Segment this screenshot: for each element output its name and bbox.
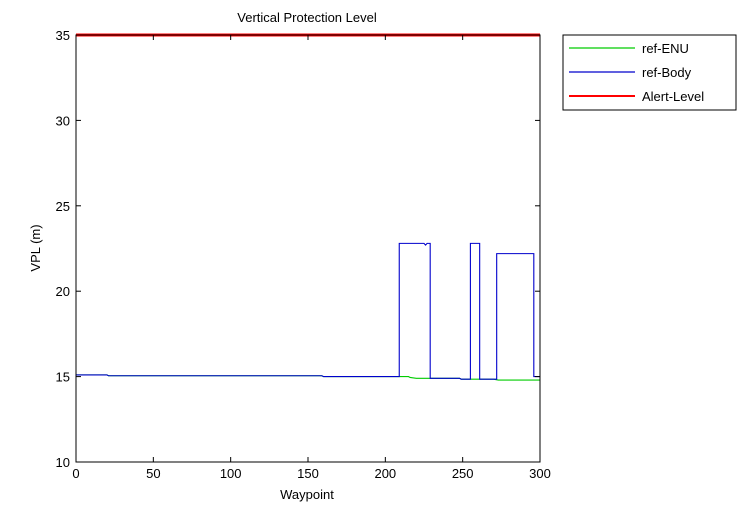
y-tick-label: 10 <box>56 455 70 470</box>
legend: ref-ENU ref-Body Alert-Level <box>562 34 737 111</box>
legend-entry-label: ref-ENU <box>642 41 689 56</box>
series-line-ref-body <box>76 242 540 380</box>
x-tick-label: 50 <box>146 466 160 481</box>
x-tick-label: 300 <box>529 466 551 481</box>
y-axis-label: VPL (m) <box>28 224 43 271</box>
legend-entry-label: ref-Body <box>642 65 692 80</box>
x-axis-label: Waypoint <box>280 487 334 502</box>
axes-layer: 0 50 100 150 200 250 300 10 15 20 25 30 35 <box>56 28 551 481</box>
y-tick-label: 30 <box>56 113 70 128</box>
x-tick-label: 200 <box>374 466 396 481</box>
y-tick-label: 35 <box>56 28 70 43</box>
x-tick-label: 100 <box>220 466 242 481</box>
x-tick-label: 250 <box>452 466 474 481</box>
y-tick-label: 20 <box>56 284 70 299</box>
x-tick-label: 150 <box>297 466 319 481</box>
chart-title: Vertical Protection Level <box>237 10 377 25</box>
y-tick-label: 25 <box>56 199 70 214</box>
x-tick-label: 0 <box>72 466 79 481</box>
y-tick-label: 15 <box>56 370 70 385</box>
legend-entry-label: Alert-Level <box>642 89 704 104</box>
